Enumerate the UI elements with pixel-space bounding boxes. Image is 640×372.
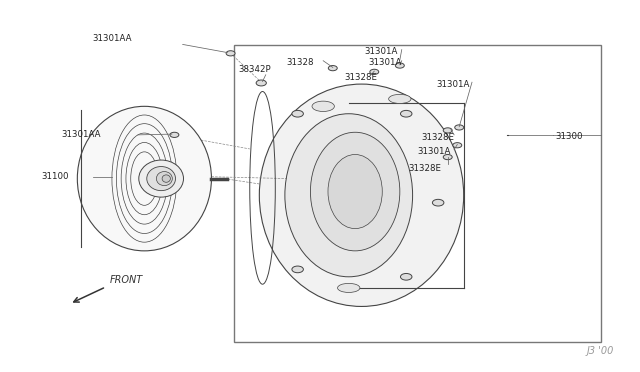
Ellipse shape	[337, 283, 360, 292]
Circle shape	[292, 110, 303, 117]
Ellipse shape	[162, 175, 170, 182]
Text: J3 '00: J3 '00	[586, 346, 614, 356]
Text: 31301AA: 31301AA	[61, 130, 101, 140]
Text: 31301A: 31301A	[365, 47, 398, 56]
Text: 31300: 31300	[555, 132, 582, 141]
Text: 31328E: 31328E	[421, 132, 454, 142]
Text: 31328E: 31328E	[408, 164, 441, 173]
Ellipse shape	[328, 154, 382, 229]
Ellipse shape	[259, 84, 464, 307]
Circle shape	[292, 266, 303, 273]
Ellipse shape	[312, 101, 334, 112]
Ellipse shape	[139, 160, 184, 197]
Circle shape	[370, 69, 379, 74]
Text: 31328: 31328	[287, 58, 314, 67]
Text: 38342P: 38342P	[238, 65, 271, 74]
Circle shape	[226, 51, 235, 56]
Text: FRONT: FRONT	[109, 275, 143, 285]
Circle shape	[444, 154, 452, 160]
Ellipse shape	[156, 171, 172, 186]
Circle shape	[401, 110, 412, 117]
Text: 31301A: 31301A	[437, 80, 470, 89]
Circle shape	[401, 273, 412, 280]
Ellipse shape	[310, 132, 400, 251]
Text: 31301A: 31301A	[368, 58, 401, 67]
Text: 31301A: 31301A	[418, 147, 451, 156]
Ellipse shape	[147, 167, 175, 190]
Circle shape	[453, 142, 462, 148]
Circle shape	[444, 128, 452, 133]
Circle shape	[433, 199, 444, 206]
Circle shape	[455, 125, 464, 130]
Circle shape	[256, 80, 266, 86]
Text: 31100: 31100	[41, 172, 68, 181]
Ellipse shape	[77, 106, 211, 251]
Circle shape	[396, 63, 404, 68]
Circle shape	[328, 65, 337, 71]
Text: 31328E: 31328E	[344, 73, 377, 82]
Circle shape	[170, 132, 179, 137]
Ellipse shape	[285, 114, 413, 277]
Text: 31301AA: 31301AA	[93, 34, 132, 43]
Bar	[234, 45, 601, 341]
Ellipse shape	[388, 94, 411, 103]
